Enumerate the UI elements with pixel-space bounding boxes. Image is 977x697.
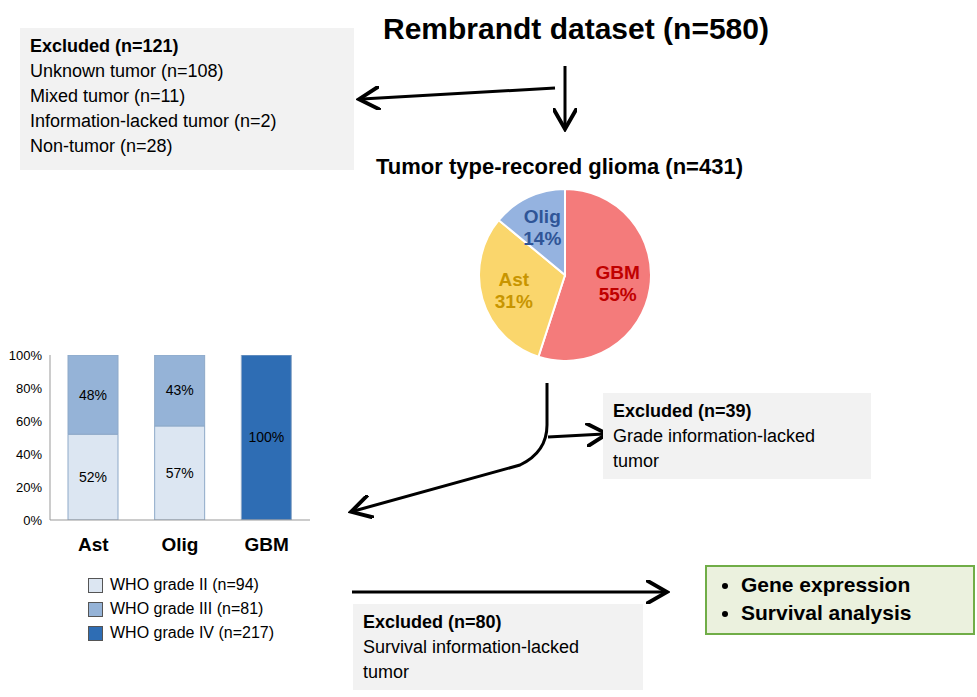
html-text:Survival analysis: Survival analysis bbox=[741, 601, 912, 624]
svg-text:100%: 100% bbox=[248, 429, 284, 445]
svg-text:48%: 48% bbox=[79, 387, 107, 403]
html-text:Grade information-lacked: Grade information-lacked bbox=[613, 426, 816, 446]
html-text:Survival information-lacked: Survival information-lacked bbox=[363, 637, 580, 657]
html-text:Mixed tumor (n=11): Mixed tumor (n=11) bbox=[30, 86, 186, 106]
svg-text:0%: 0% bbox=[23, 513, 42, 528]
svg-text:GBM55%: GBM55% bbox=[595, 262, 639, 305]
svg-text:GBM: GBM bbox=[245, 534, 289, 555]
svg-text:Ast31%: Ast31% bbox=[495, 269, 533, 312]
svg-text:52%: 52% bbox=[79, 469, 107, 485]
svg-text:57%: 57% bbox=[166, 465, 194, 481]
svg-text:43%: 43% bbox=[166, 382, 194, 398]
html-text:WHO grade III (n=81): WHO grade III (n=81) bbox=[110, 600, 264, 617]
svg-text:Olig: Olig bbox=[162, 534, 199, 555]
html-text:Unknown tumor (n=108): Unknown tumor (n=108) bbox=[30, 61, 224, 81]
svg-text:80%: 80% bbox=[16, 381, 42, 396]
html-text:WHO grade II (n=94): WHO grade II (n=94) bbox=[110, 576, 259, 593]
html-text:tumor: tumor bbox=[613, 451, 659, 471]
html-text:Excluded (n=39): Excluded (n=39) bbox=[613, 401, 752, 421]
svg-text:Olig14%: Olig14% bbox=[523, 206, 561, 249]
svg-text:40%: 40% bbox=[16, 447, 42, 462]
html-text:Non-tumor (n=28): Non-tumor (n=28) bbox=[30, 136, 173, 156]
html-text:WHO grade IV (n=217): WHO grade IV (n=217) bbox=[110, 624, 275, 641]
html-text:tumor: tumor bbox=[363, 662, 409, 682]
html-text:Excluded (n=80): Excluded (n=80) bbox=[363, 612, 502, 632]
html-text:Information-lacked tumor (n=2): Information-lacked tumor (n=2) bbox=[30, 111, 277, 131]
svg-text:Ast: Ast bbox=[78, 534, 109, 555]
svg-text:20%: 20% bbox=[16, 480, 42, 495]
svg-text:60%: 60% bbox=[16, 414, 42, 429]
svg-text:100%: 100% bbox=[9, 348, 43, 363]
html-text:Gene expression: Gene expression bbox=[741, 573, 911, 596]
html-text:Excluded (n=121): Excluded (n=121) bbox=[30, 36, 179, 56]
html-text:Tumor type-recored glioma (n=4: Tumor type-recored glioma (n=431) bbox=[376, 154, 743, 179]
html-text:Rembrandt dataset (n=580): Rembrandt dataset (n=580) bbox=[383, 12, 769, 45]
